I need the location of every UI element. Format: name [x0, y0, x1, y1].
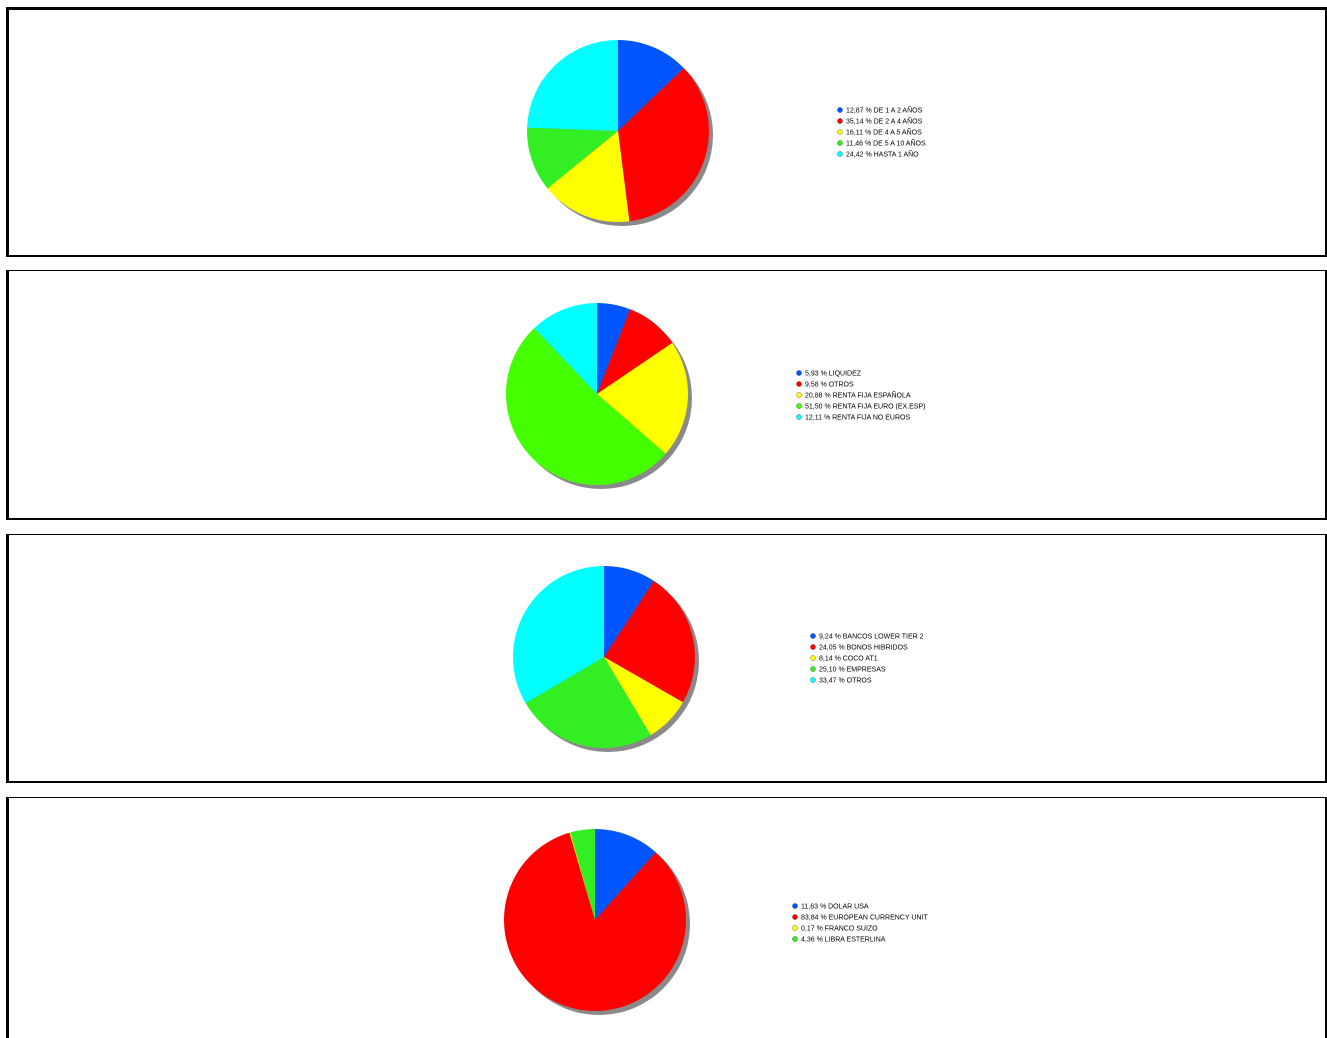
pie-slice — [569, 832, 595, 920]
pie-slice — [570, 829, 595, 920]
legend-marker — [796, 392, 802, 398]
legend-marker — [796, 370, 802, 376]
legend-marker — [792, 914, 798, 920]
legend-marker — [837, 151, 843, 157]
legend-label: 51,50 % RENTA FIJA EURO (EX.ESP) — [805, 404, 925, 411]
pie-chart-3: 9,24 % BANCOS LOWER TIER 2 24,05 % BONOS … — [513, 566, 924, 752]
legend-label: 9,58 % OTROS — [805, 382, 854, 389]
legend-marker — [792, 903, 798, 909]
pie-slice — [597, 303, 631, 394]
legend-label: 12,11 % RENTA FIJA NO EUROS — [805, 415, 910, 422]
pie-slice — [618, 68, 710, 222]
pie-slice — [526, 127, 618, 189]
pie-slice — [618, 40, 684, 131]
legend-label: 20,88 % RENTA FIJA ESPAÑOLA — [805, 391, 911, 400]
pie-slice — [595, 829, 656, 920]
legend-marker — [837, 118, 843, 124]
chart-panel-3 — [6, 535, 1327, 782]
legend-label: 8,14 % COCO AT1 — [819, 656, 878, 663]
legend-label: 12,87 % DE 1 A 2 AÑOS — [846, 106, 923, 115]
legend-marker — [810, 633, 816, 639]
legend-marker — [837, 140, 843, 146]
legend-marker — [792, 925, 798, 931]
legend-marker — [796, 414, 802, 420]
legend-marker — [837, 107, 843, 113]
pie-slice — [597, 342, 689, 454]
panel-divider — [6, 518, 1327, 520]
legend-label: 35,14 % DE 2 A 4 AÑOS — [846, 117, 923, 126]
pie-slice — [547, 131, 630, 223]
legend-marker — [810, 677, 816, 683]
legend-label: 83,84 % EUROPEAN CURRENCY UNIT — [801, 915, 928, 922]
pie-slice — [604, 580, 695, 703]
legend-label: 24,42 % HASTA 1 AÑO — [846, 150, 919, 159]
legend-label: 4,36 % LIBRA ESTERLINA — [801, 937, 886, 944]
pie-slice — [505, 328, 666, 486]
pie-slice — [534, 303, 597, 394]
legend-marker — [796, 381, 802, 387]
panel-divider — [6, 255, 1327, 257]
legend-label: 0,17 % FRANCO SUIZO — [801, 926, 878, 933]
legend-marker — [810, 655, 816, 661]
legend-label: 11,63 % DOLAR USA — [801, 904, 869, 911]
pie-slice — [513, 566, 604, 704]
pie-chart-1: 12,87 % DE 1 A 2 AÑOS 35,14 % DE 2 A 4 AÑ… — [526, 40, 926, 226]
legend-label: 11,46 % DE 5 A 10 AÑOS — [846, 139, 926, 148]
legend-label: 25,10 % EMPRESAS — [819, 667, 886, 674]
legend-marker — [810, 644, 816, 650]
panel-divider — [6, 781, 1327, 783]
pie-chart-2: 5,93 % LIQUIDEZ 9,58 % OTROS 20,88 % RENTA… — [505, 303, 925, 489]
pie-slice — [527, 40, 618, 131]
pie-slice — [525, 657, 651, 748]
pie-slice — [597, 309, 673, 394]
pie-slice — [604, 566, 654, 657]
pie-slice — [503, 832, 686, 1011]
pie-chart-4: 11,63 % DOLAR USA 83,84 % EUROPEAN CURREN… — [503, 829, 928, 1015]
legend-marker — [810, 666, 816, 672]
legend-label: 33,47 % OTROS — [819, 678, 872, 685]
legend-marker — [837, 129, 843, 135]
legend-marker — [792, 936, 798, 942]
legend-label: 5,93 % LIQUIDEZ — [805, 371, 862, 378]
legend-label: 16,11 % DE 4 A 5 AÑOS — [846, 128, 922, 137]
legend-label: 9,24 % BANCOS LOWER TIER 2 — [819, 634, 924, 641]
pie-slice — [604, 657, 683, 736]
legend-marker — [796, 403, 802, 409]
legend-label: 24,05 % BONOS HIBRIDOS — [819, 645, 908, 652]
